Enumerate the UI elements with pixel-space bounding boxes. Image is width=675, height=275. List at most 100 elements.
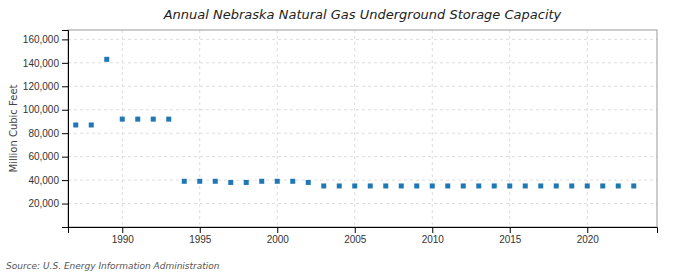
tick: 60,000 xyxy=(28,151,68,162)
tick-mark xyxy=(62,157,68,158)
point xyxy=(554,183,559,188)
tick-mark xyxy=(510,227,511,233)
grid-line xyxy=(68,109,657,110)
tick-label: 60,000 xyxy=(28,151,59,162)
tick: 120,000 xyxy=(23,81,68,92)
tick: 2020 xyxy=(577,227,600,245)
point xyxy=(228,180,233,185)
point xyxy=(492,183,497,188)
point xyxy=(399,183,404,188)
point xyxy=(383,183,388,188)
grid-line xyxy=(68,62,657,63)
point xyxy=(197,179,202,184)
tick: 1990 xyxy=(112,227,135,245)
tick-label: 2005 xyxy=(344,234,367,245)
tick-label: 20,000 xyxy=(28,198,59,209)
tick-label: 2000 xyxy=(267,234,290,245)
point xyxy=(275,179,280,184)
tick-mark xyxy=(62,39,68,40)
point xyxy=(290,179,295,184)
grid-line xyxy=(122,30,123,227)
point xyxy=(337,183,342,188)
tick: 1995 xyxy=(189,227,212,245)
grid-line xyxy=(68,133,657,134)
plot-frame xyxy=(68,30,657,227)
point xyxy=(569,183,574,188)
grid-line xyxy=(587,30,588,227)
point xyxy=(120,117,125,122)
grid xyxy=(68,30,657,227)
point xyxy=(182,179,187,184)
grid-line xyxy=(68,86,657,87)
grid-line xyxy=(68,180,657,181)
tick-mark xyxy=(200,227,201,233)
tick-mark xyxy=(62,180,68,181)
point xyxy=(213,179,218,184)
tick-label: 160,000 xyxy=(23,34,60,45)
grid-line xyxy=(68,203,657,204)
tick-label: 140,000 xyxy=(23,58,60,69)
plot: 1990 1995 2000 2005 2010 2015 2020 20,000 40,000… xyxy=(23,30,658,245)
point xyxy=(104,57,109,62)
point xyxy=(430,183,435,188)
point xyxy=(73,122,78,127)
tick-label: 80,000 xyxy=(28,128,59,139)
tick-mark xyxy=(122,227,123,233)
tick: 80,000 xyxy=(28,128,68,139)
annotation: Source: U.S. Energy Information Administ… xyxy=(6,261,220,271)
axis-line xyxy=(69,228,658,234)
tick-mark xyxy=(62,63,68,64)
tick: 2005 xyxy=(344,227,367,245)
point xyxy=(585,183,590,188)
point xyxy=(507,183,512,188)
point xyxy=(461,183,466,188)
point xyxy=(352,183,357,188)
axis-line xyxy=(62,31,69,228)
tick-mark xyxy=(587,227,588,233)
tick-mark xyxy=(432,227,433,233)
tick-mark xyxy=(62,110,68,111)
tick-mark xyxy=(62,204,68,205)
grid-line xyxy=(277,30,278,227)
point xyxy=(89,122,94,127)
tick: 160,000 xyxy=(23,34,68,45)
tick-label: 120,000 xyxy=(23,81,60,92)
tick: 40,000 xyxy=(28,175,68,186)
grid-line xyxy=(509,30,510,227)
grid-line xyxy=(199,30,200,227)
chart: 1990 1995 2000 2005 2010 2015 2020 20,000 40,000… xyxy=(0,0,675,275)
points xyxy=(73,57,636,189)
point xyxy=(600,183,605,188)
point xyxy=(476,183,481,188)
tick: 2010 xyxy=(422,227,445,245)
tick: 100,000 xyxy=(23,104,68,115)
tick-mark xyxy=(277,227,278,233)
point xyxy=(306,180,311,185)
tick-label: 100,000 xyxy=(23,104,60,115)
tick-label: 40,000 xyxy=(28,175,59,186)
grid-line xyxy=(354,30,355,227)
y-axis-title: Million Cubic Feet xyxy=(8,84,19,172)
grid-line xyxy=(68,156,657,157)
x-axis: 1990 1995 2000 2005 2010 2015 2020 xyxy=(69,227,658,245)
tick-label: 2010 xyxy=(422,234,445,245)
tick-mark xyxy=(62,86,68,87)
point xyxy=(368,183,373,188)
point xyxy=(631,183,636,188)
tick-label: 2015 xyxy=(499,234,522,245)
point xyxy=(523,183,528,188)
point xyxy=(414,183,419,188)
grid-line xyxy=(432,30,433,227)
grid-line xyxy=(68,39,657,40)
point xyxy=(259,179,264,184)
point xyxy=(151,117,156,122)
point xyxy=(538,183,543,188)
tick-label: 1995 xyxy=(189,234,212,245)
tick-label: 1990 xyxy=(112,234,135,245)
point xyxy=(135,117,140,122)
tick: 140,000 xyxy=(23,58,68,69)
point xyxy=(166,117,171,122)
point xyxy=(244,180,249,185)
point xyxy=(321,183,326,188)
tick-mark xyxy=(62,133,68,134)
